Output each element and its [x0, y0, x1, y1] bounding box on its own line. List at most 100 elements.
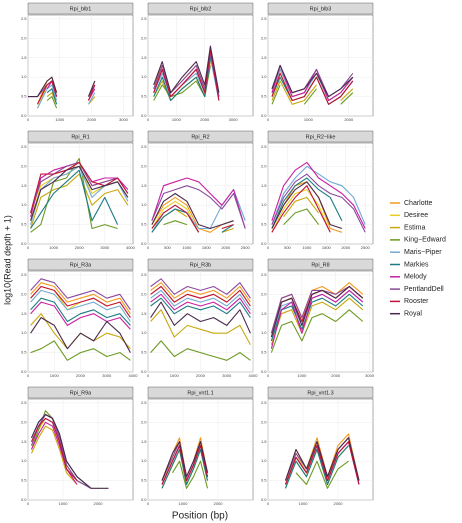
series-line — [284, 437, 360, 481]
y-tick-label: 1.5 — [21, 55, 27, 60]
series-line — [283, 196, 320, 218]
panel-title: Rpi_blb1 — [70, 6, 92, 12]
legend-label: Royal — [404, 311, 422, 318]
panel-title: Rpi_R2 — [191, 134, 209, 140]
series-line — [161, 448, 209, 489]
y-tick-label: 0.5 — [261, 350, 267, 355]
y-tick-label: 1.0 — [21, 330, 27, 335]
strip — [147, 386, 254, 399]
y-tick-label: 1.0 — [261, 458, 267, 463]
x-tick-label: 2000 — [221, 245, 231, 250]
y-tick-label: 1.0 — [141, 458, 147, 463]
series-line — [46, 96, 58, 109]
y-tick-label: 2.5 — [141, 16, 147, 21]
series-line — [151, 185, 246, 229]
series-line — [150, 340, 251, 361]
x-tick-label: 2000 — [200, 117, 210, 122]
legend-label: King−Edward — [404, 237, 446, 244]
x-tick-label: 2000 — [75, 245, 85, 250]
y-tick-label: 2.0 — [261, 291, 267, 296]
x-tick-label: 1500 — [202, 245, 212, 250]
y-tick-label: 0.0 — [261, 113, 267, 118]
series-line — [284, 445, 349, 489]
y-tick-label: 2.5 — [141, 144, 147, 149]
y-tick-label: 2.5 — [261, 400, 267, 405]
series-line — [271, 64, 354, 98]
x-tick-label: 2000 — [344, 117, 354, 122]
panel-title: Rpi_vnt1.3 — [307, 390, 333, 396]
series-line — [271, 161, 366, 229]
series-line — [30, 425, 78, 485]
series-line — [151, 196, 234, 233]
strip — [27, 130, 134, 143]
series-line — [163, 220, 188, 226]
y-tick-label: 0.0 — [261, 241, 267, 246]
series-line — [270, 309, 364, 353]
y-tick-label: 0.5 — [21, 350, 27, 355]
y-axis-title: log10(Read depth + 1) — [2, 215, 12, 305]
y-tick-label: 2.0 — [141, 163, 147, 168]
x-tick-label: 1000 — [179, 501, 189, 506]
y-tick-label: 1.5 — [141, 55, 147, 60]
y-tick-label: 0.0 — [141, 497, 147, 502]
strip — [147, 130, 254, 143]
x-tick-label: 3000 — [229, 117, 239, 122]
x-tick-label: 1000 — [170, 373, 180, 378]
y-tick-label: 2.5 — [261, 144, 267, 149]
panel-title: Rpi_blb3 — [310, 6, 332, 12]
legend-label: Rooster — [404, 298, 429, 305]
y-tick-label: 0.0 — [261, 369, 267, 374]
y-tick-label: 1.0 — [261, 330, 267, 335]
x-axis-title: Position (bp) — [172, 511, 228, 522]
legend-label: Markies — [404, 261, 429, 268]
y-tick-label: 0.5 — [141, 222, 147, 227]
series-line — [270, 293, 364, 342]
y-tick-label: 0.0 — [141, 369, 147, 374]
y-tick-label: 1.0 — [21, 202, 27, 207]
legend-label: Melody — [404, 274, 427, 281]
series-line — [270, 285, 364, 338]
y-tick-label: 2.0 — [261, 35, 267, 40]
x-tick-label: 1000 — [182, 245, 192, 250]
y-tick-label: 2.0 — [141, 419, 147, 424]
x-tick-label: 3000 — [100, 245, 110, 250]
panel-title: Rpi_R3b — [190, 262, 211, 268]
y-tick-label: 1.0 — [261, 202, 267, 207]
series-line — [161, 445, 209, 485]
panel-background — [147, 14, 254, 117]
x-tick-label: 0 — [267, 501, 270, 506]
y-tick-label: 0.5 — [261, 94, 267, 99]
y-tick-label: 2.0 — [141, 291, 147, 296]
legend-label: Charlotte — [404, 200, 433, 207]
strip — [267, 386, 374, 399]
x-tick-label: 1000 — [304, 117, 314, 122]
series-line — [284, 441, 360, 485]
legend-label: Estima — [404, 224, 426, 231]
x-tick-label: 4000 — [249, 373, 259, 378]
series-line — [172, 460, 209, 489]
x-tick-label: 0 — [267, 117, 270, 122]
x-tick-label: 3000 — [102, 373, 112, 378]
y-tick-label: 0.5 — [21, 94, 27, 99]
y-tick-label: 2.5 — [21, 272, 27, 277]
x-tick-label: 1000 — [49, 245, 59, 250]
series-line — [150, 282, 251, 303]
x-tick-label: 2000 — [341, 245, 351, 250]
series-line — [153, 49, 220, 101]
series-line — [271, 181, 343, 230]
strip — [147, 258, 254, 271]
x-tick-label: 0 — [27, 117, 30, 122]
series-line — [271, 84, 354, 105]
x-tick-label: 0 — [27, 501, 30, 506]
series-line — [37, 84, 96, 109]
x-tick-label: 1000 — [55, 117, 65, 122]
strip — [27, 258, 134, 271]
y-tick-label: 2.5 — [21, 16, 27, 21]
y-tick-label: 2.0 — [261, 419, 267, 424]
panel-background — [27, 142, 134, 245]
y-tick-label: 1.5 — [141, 311, 147, 316]
x-tick-label: 2000 — [334, 501, 344, 506]
series-line — [161, 441, 209, 481]
x-tick-label: 500 — [284, 245, 291, 250]
